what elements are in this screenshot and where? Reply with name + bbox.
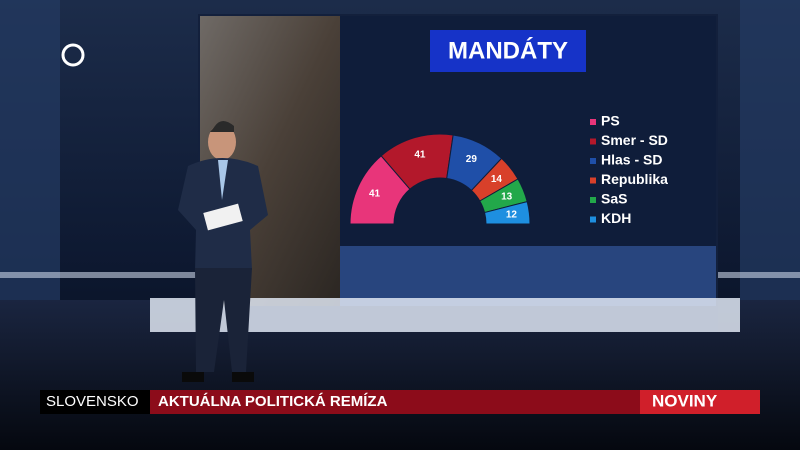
legend-label: Republika: [601, 171, 668, 187]
legend-swatch: [590, 158, 596, 164]
chart-title: MANDÁTY: [448, 36, 568, 64]
brand-logo: NOVINY: [652, 391, 718, 410]
legend-label: PS: [601, 113, 620, 129]
legend-swatch: [590, 216, 596, 223]
section-label: SLOVENSKO: [46, 393, 139, 410]
legend-swatch: [590, 177, 596, 184]
studio-wall: [740, 0, 800, 320]
title-box: [430, 30, 586, 72]
chart: 41 PS 41 Smer - SD 29 Hlas - SD 14 Republika 13 S…: [349, 113, 668, 226]
data-label: 29: [466, 154, 478, 165]
panel-pattern: [340, 246, 716, 306]
headline: AKTUÁLNA POLITICKÁ REMÍZA: [158, 393, 388, 410]
legend-label: SaS: [601, 191, 627, 207]
data-label: 41: [369, 189, 381, 200]
data-label: 14: [491, 174, 503, 185]
brand-bar: [640, 390, 760, 414]
presenter: [178, 121, 268, 382]
legend-swatch: [590, 138, 596, 145]
data-label: 13: [501, 191, 513, 202]
headline-bar: [150, 390, 640, 414]
seat-segment: [483, 201, 531, 225]
legend-label: Smer - SD: [601, 132, 668, 148]
studio-wall: [0, 0, 60, 300]
legend-swatch: [590, 119, 596, 125]
data-label: 41: [414, 149, 426, 160]
legend-label: Hlas - SD: [601, 152, 662, 168]
legend-swatch: [590, 197, 596, 203]
channel-logo: [61, 43, 85, 67]
legend-label: KDH: [601, 210, 631, 226]
data-label: 12: [506, 210, 518, 221]
